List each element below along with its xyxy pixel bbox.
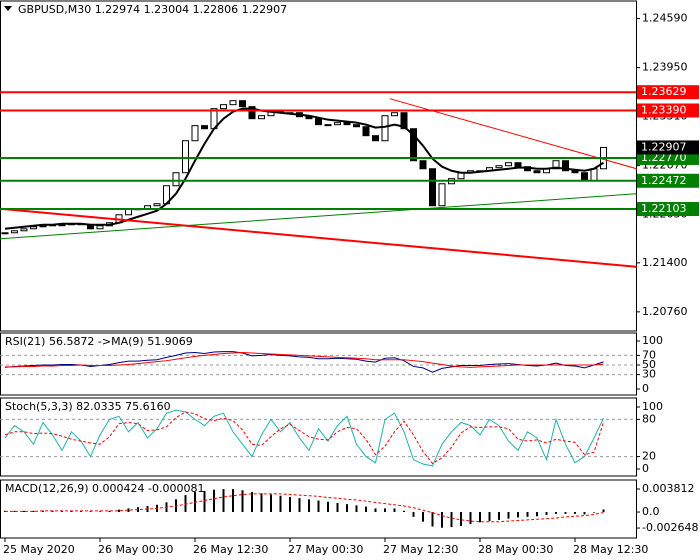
candle bbox=[552, 160, 560, 170]
candle bbox=[258, 115, 265, 120]
panel-frame bbox=[0, 479, 637, 539]
y-tick-label: 0 bbox=[642, 462, 649, 475]
y-tick-label: 1.21400 bbox=[642, 256, 688, 269]
y-tick-label: 1.23950 bbox=[642, 61, 688, 74]
candle bbox=[239, 100, 246, 108]
candle bbox=[429, 168, 436, 207]
candle bbox=[96, 225, 104, 230]
x-tick-label: 27 May 00:30 bbox=[288, 543, 363, 556]
y-tick-label: -0.002648 bbox=[642, 521, 698, 534]
indicator-line bbox=[4, 411, 604, 465]
candle bbox=[20, 228, 28, 232]
candle bbox=[11, 230, 18, 234]
trend-line bbox=[0, 207, 637, 268]
candle bbox=[353, 124, 360, 128]
y-tick-label: 1.24590 bbox=[642, 12, 688, 25]
candle bbox=[324, 124, 332, 127]
panel-frame bbox=[0, 332, 637, 396]
candle bbox=[182, 140, 189, 174]
level-label-box bbox=[637, 103, 699, 118]
y-tick-label: 0.003812 bbox=[642, 482, 695, 495]
candle bbox=[334, 122, 341, 126]
y-tick-label: 20 bbox=[642, 450, 656, 463]
collapse-icon bbox=[4, 6, 12, 11]
panel-frame bbox=[0, 397, 637, 477]
x-tick-label: 27 May 12:30 bbox=[383, 543, 458, 556]
candle bbox=[571, 170, 579, 174]
candle bbox=[581, 172, 588, 182]
level-label: 1.23629 bbox=[641, 85, 687, 98]
candle bbox=[220, 104, 227, 110]
candle bbox=[248, 106, 256, 120]
candle bbox=[30, 226, 37, 230]
last-price-box bbox=[637, 140, 699, 155]
panel-title: Stoch(5,3,3) 82.0335 75.6160 bbox=[5, 400, 171, 413]
indicator-line bbox=[5, 352, 604, 368]
y-tick-label: 80 bbox=[642, 412, 656, 425]
x-tick-label: 26 May 00:30 bbox=[98, 543, 173, 556]
moving-average bbox=[4, 107, 605, 230]
candle bbox=[39, 225, 47, 228]
last-price-label: 1.22907 bbox=[641, 140, 687, 153]
y-tick-label: 30 bbox=[642, 368, 656, 381]
candle bbox=[1, 232, 9, 235]
candle bbox=[410, 128, 417, 162]
x-tick-label: 28 May 12:30 bbox=[573, 543, 648, 556]
panel-title: MACD(12,26,9) 0.000424 -0.000081 bbox=[5, 482, 204, 495]
candle bbox=[191, 125, 199, 142]
level-label: 1.22472 bbox=[641, 174, 687, 187]
candle bbox=[372, 135, 379, 142]
y-tick-label: 1.20760 bbox=[642, 305, 688, 318]
candle bbox=[400, 112, 408, 130]
panel-title: GBPUSD,M30 1.22974 1.23004 1.22806 1.229… bbox=[18, 3, 287, 16]
candle bbox=[438, 183, 446, 207]
candle bbox=[505, 162, 512, 167]
level-label-box bbox=[637, 173, 699, 188]
candle bbox=[381, 115, 389, 142]
candle bbox=[362, 126, 370, 137]
candle bbox=[495, 165, 503, 169]
candle bbox=[201, 125, 208, 130]
indicator-line bbox=[4, 409, 604, 467]
candle bbox=[391, 112, 398, 117]
x-tick-label: 28 May 00:30 bbox=[478, 543, 553, 556]
level-label-box bbox=[637, 85, 699, 100]
y-tick-label: 100 bbox=[642, 334, 663, 347]
trend-line bbox=[0, 193, 637, 240]
candle bbox=[514, 162, 522, 168]
y-tick-label: 50 bbox=[642, 358, 656, 371]
level-label: 1.23390 bbox=[641, 103, 687, 116]
candle bbox=[153, 203, 161, 207]
signal-line bbox=[5, 493, 604, 523]
level-label-box bbox=[637, 202, 699, 217]
candle bbox=[562, 160, 569, 172]
panel-title: RSI(21) 56.5872 ->MA(9) 51.9069 bbox=[5, 335, 193, 348]
level-label: 1.22103 bbox=[641, 202, 687, 215]
y-tick-label: 100 bbox=[642, 400, 663, 413]
candle bbox=[533, 170, 541, 174]
y-tick-label: 0.0 bbox=[642, 505, 660, 518]
candle bbox=[315, 118, 322, 126]
x-tick-label: 26 May 12:30 bbox=[193, 543, 268, 556]
candle bbox=[590, 168, 598, 182]
y-tick-label: 0 bbox=[642, 382, 649, 395]
y-tick-label: 70 bbox=[642, 348, 656, 361]
candle bbox=[229, 100, 237, 106]
candle bbox=[343, 122, 351, 126]
candle bbox=[172, 172, 180, 187]
x-tick-label: 25 May 2020 bbox=[3, 543, 75, 556]
candle bbox=[419, 160, 427, 170]
